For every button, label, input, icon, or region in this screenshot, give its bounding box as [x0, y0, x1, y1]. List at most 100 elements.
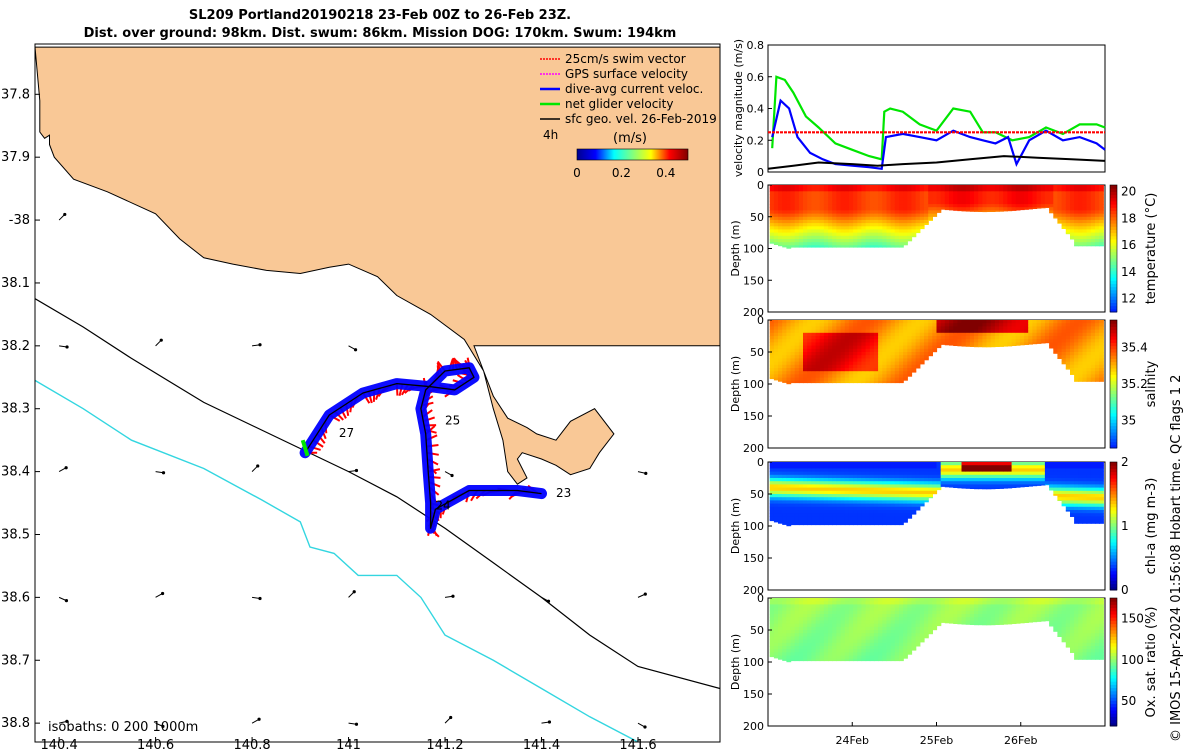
section-cell [982, 462, 988, 466]
section-cell [1053, 348, 1059, 353]
section-cell [836, 348, 842, 353]
section-cell [769, 471, 775, 476]
section-cell [894, 352, 900, 356]
section-cell [915, 497, 921, 501]
section-cell [1007, 484, 1013, 488]
section-cell [878, 380, 883, 384]
section-cell [919, 607, 925, 612]
section-cell [848, 191, 854, 195]
section-cell [869, 226, 875, 230]
section-cell [903, 481, 908, 485]
section-cell [1082, 245, 1088, 247]
colorbar-cell [1110, 361, 1117, 366]
section-cell [907, 355, 913, 359]
section-cell [886, 626, 892, 631]
section-cell [828, 487, 833, 492]
legend-entry: 25cm/s swim vector [565, 52, 686, 66]
section-cell [944, 604, 950, 608]
section-cell [778, 636, 783, 640]
x-tick-label: 141.4 [523, 738, 560, 750]
section-cell [907, 506, 913, 511]
section-cell [940, 336, 946, 340]
section-cell [832, 320, 837, 324]
section-cell [844, 626, 850, 631]
section-cell [911, 626, 917, 631]
section-cell [1003, 336, 1008, 340]
section-cell [828, 490, 833, 495]
section-cell [1082, 197, 1088, 202]
section-cell [1003, 194, 1008, 199]
section-cell [786, 368, 792, 372]
section-cell [815, 500, 821, 504]
section-cell [890, 185, 896, 189]
section-cell [803, 462, 808, 466]
section-cell [861, 487, 867, 492]
section-cell [1090, 368, 1096, 372]
section-cell [899, 607, 904, 612]
section-cell [982, 200, 988, 205]
section-cell [873, 604, 879, 608]
section-cell [869, 471, 875, 476]
section-cell [844, 630, 850, 634]
section-cell [1061, 342, 1067, 346]
section-cell [828, 468, 833, 472]
section-cell [803, 185, 808, 189]
section-cell [790, 326, 796, 330]
section-cell [861, 213, 867, 218]
section-cell [844, 649, 850, 653]
section-cell [798, 607, 804, 612]
section-cell [903, 371, 908, 375]
colorbar-cell [1110, 264, 1117, 269]
section-cell [1065, 207, 1071, 211]
section-cell [890, 348, 896, 353]
section-cell [894, 364, 900, 369]
section-cell [798, 658, 804, 662]
section-cell [848, 219, 854, 224]
section-cell [1024, 474, 1029, 479]
section-cell [1044, 471, 1050, 476]
section-cell [803, 358, 808, 362]
section-cell [1011, 468, 1017, 472]
section-cell [932, 487, 938, 492]
section-cell [865, 380, 871, 384]
section-cell [957, 478, 963, 482]
section-cell [807, 188, 812, 192]
section-cell [819, 468, 825, 472]
section-cell [807, 191, 812, 195]
section-cell [1099, 500, 1104, 504]
section-cell [848, 642, 854, 647]
section-cell [944, 332, 950, 337]
section-cell [982, 336, 988, 340]
section-cell [1070, 323, 1075, 327]
section-cell [840, 229, 846, 233]
section-cell [903, 332, 908, 337]
section-cell [1070, 494, 1075, 498]
section-cell [832, 519, 837, 524]
section-cell [803, 207, 808, 211]
section-cell [982, 614, 988, 618]
section-cell [886, 620, 892, 624]
section-cell [857, 204, 863, 208]
section-cell [1099, 465, 1104, 469]
section-cell [869, 598, 875, 602]
section-cell [1090, 516, 1096, 520]
section-cell [811, 519, 817, 524]
section-cell [773, 468, 779, 472]
section-cell [873, 216, 879, 221]
section-cell [957, 210, 963, 212]
colorbar-cell [1110, 336, 1117, 340]
section-cell [786, 474, 792, 479]
section-cell [1095, 194, 1100, 199]
section-cell [1099, 210, 1104, 214]
section-cell [794, 506, 800, 511]
section-cell [790, 361, 796, 366]
section-cell [782, 361, 787, 366]
section-cell [861, 191, 867, 195]
section-cell [1078, 329, 1084, 334]
section-cell [815, 219, 821, 224]
section-cell [882, 219, 888, 224]
section-cell [894, 626, 900, 631]
geo-velocity-arrowhead [546, 599, 551, 603]
section-cell [786, 630, 792, 634]
section-cell [803, 607, 808, 612]
